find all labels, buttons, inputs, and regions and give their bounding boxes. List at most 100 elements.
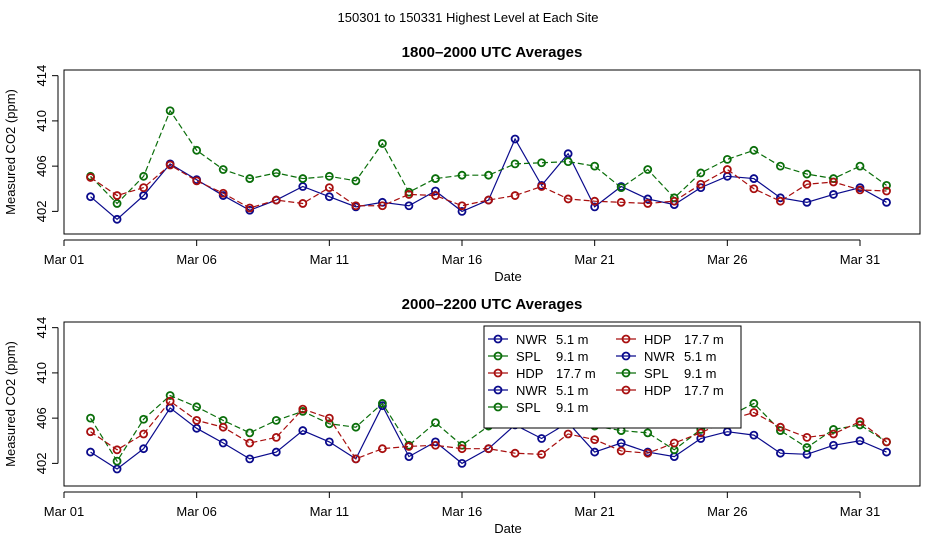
y-tick-label: 414 (34, 317, 49, 339)
x-tick-label: Mar 01 (44, 504, 84, 519)
legend-label-name: HDP (644, 332, 671, 347)
data-point-spl (643, 428, 653, 438)
data-point-hdp (802, 179, 812, 189)
data-point-spl (245, 174, 255, 183)
data-point-hdp (882, 437, 891, 447)
y-axis-label: Measured CO2 (ppm) (3, 341, 18, 467)
data-point-spl (431, 174, 440, 183)
series-line-hdp (90, 400, 887, 460)
data-point-spl (112, 199, 122, 208)
data-point-spl (563, 157, 573, 167)
data-point-hdp (139, 429, 149, 439)
x-tick-label: Mar 01 (44, 252, 84, 267)
data-point-nwr (590, 202, 600, 212)
page-title: 150301 to 150331 Highest Level at Each S… (338, 10, 599, 25)
data-point-hdp (643, 448, 653, 458)
x-tick-label: Mar 06 (176, 504, 216, 519)
data-point-nwr (298, 182, 308, 191)
data-point-hdp (271, 432, 281, 442)
y-tick-label: 406 (34, 407, 49, 429)
x-tick-label: Mar 11 (310, 504, 350, 519)
chart-title: 1800–2000 UTC Averages (402, 44, 583, 61)
data-point-hdp (882, 186, 891, 196)
y-tick-label: 414 (34, 65, 49, 87)
x-axis-label: Date (494, 269, 521, 284)
data-point-hdp (616, 197, 626, 207)
data-point-spl (377, 139, 387, 148)
data-point-nwr (192, 423, 202, 433)
data-point-nwr (431, 437, 440, 447)
data-point-spl (192, 145, 202, 155)
data-point-spl (165, 106, 175, 116)
data-point-nwr (829, 190, 838, 199)
data-point-nwr (324, 437, 334, 447)
data-point-nwr (298, 426, 308, 435)
data-point-spl (590, 161, 600, 171)
data-point-nwr (86, 447, 95, 457)
data-point-spl (271, 168, 281, 178)
data-point-hdp (776, 422, 785, 432)
chart-title: 2000–2200 UTC Averages (402, 296, 583, 313)
legend-swatch-point (621, 334, 631, 344)
data-point-spl (351, 176, 361, 186)
data-point-nwr (218, 438, 228, 448)
x-tick-label: Mar 16 (442, 252, 482, 267)
data-point-spl (192, 402, 202, 412)
x-axis-label: Date (494, 521, 521, 536)
data-point-spl (245, 428, 255, 438)
data-point-hdp (696, 428, 706, 438)
legend-swatch-point (493, 351, 503, 361)
data-point-nwr (855, 436, 865, 446)
data-point-spl (86, 413, 95, 423)
chart-panel-1800-2000: 1800–2000 UTC Averages Mar 01 Mar 06 Mar 11… (3, 44, 921, 284)
data-point-hdp (829, 429, 838, 439)
legend-label-height: 5.1 m (684, 349, 717, 364)
data-point-hdp (802, 432, 812, 442)
data-point-nwr (271, 447, 281, 457)
data-point-nwr (404, 201, 414, 211)
legend: NWR 5.1 m HDP 17.7 m SPL 9.1 m NWR 5.1 m HDP 17.7… (483, 325, 742, 429)
data-point-nwr (749, 430, 759, 440)
y-tick-label: 402 (34, 453, 49, 475)
data-point-hdp (431, 440, 440, 450)
data-point-hdp (165, 160, 175, 170)
data-point-spl (324, 171, 334, 181)
data-point-hdp (537, 182, 546, 191)
legend-label-height: 5.1 m (556, 383, 589, 398)
legend-label-height: 17.7 m (556, 366, 596, 381)
data-point-nwr (112, 464, 122, 474)
data-point-hdp (696, 179, 706, 189)
data-point-nwr (404, 452, 414, 461)
series-line-nwr (90, 137, 887, 221)
data-point-nwr (537, 434, 546, 443)
data-point-nwr (112, 214, 122, 224)
x-tick-label: Mar 21 (574, 252, 614, 267)
data-point-spl (749, 145, 759, 155)
data-point-hdp (139, 183, 149, 193)
legend-label-name: SPL (516, 349, 541, 364)
data-point-nwr (510, 134, 520, 144)
data-point-hdp (245, 438, 255, 448)
legend-swatch-point (621, 385, 631, 395)
data-point-hdp (616, 446, 626, 456)
data-point-hdp (218, 422, 228, 432)
data-point-spl (457, 440, 467, 450)
data-point-nwr (86, 192, 95, 202)
y-tick-label: 410 (34, 110, 49, 132)
legend-label-height: 17.7 m (684, 383, 724, 398)
data-point-hdp (855, 417, 865, 426)
x-tick-label: Mar 26 (707, 504, 747, 519)
data-point-spl (484, 170, 493, 180)
data-point-nwr (696, 434, 706, 443)
data-point-hdp (829, 177, 838, 187)
data-point-spl (643, 165, 653, 174)
y-tick-label: 402 (34, 201, 49, 223)
data-point-hdp (245, 203, 255, 213)
data-point-hdp (86, 427, 95, 437)
data-point-hdp (484, 444, 493, 454)
legend-label-name: NWR (516, 332, 547, 347)
data-point-hdp (776, 196, 785, 206)
data-point-hdp (165, 396, 175, 406)
series-line-spl (90, 109, 887, 205)
